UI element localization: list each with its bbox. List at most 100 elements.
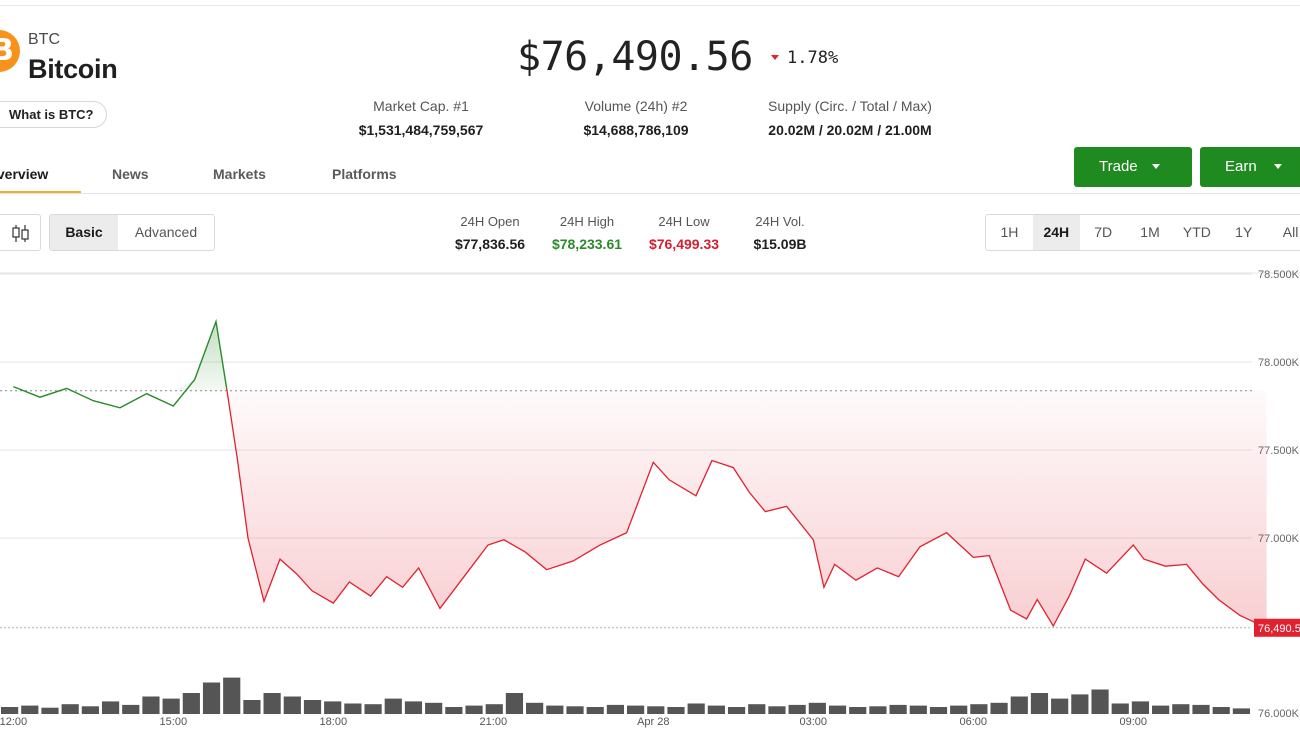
- range-24h-button[interactable]: 24H: [1032, 215, 1080, 250]
- volume-bar: [546, 705, 564, 714]
- volume-bar: [849, 707, 867, 714]
- coin-name: Bitcoin: [28, 54, 118, 84]
- supply-label: Supply (Circ. / Total / Max): [768, 98, 932, 114]
- volume-bar: [1071, 694, 1089, 714]
- chart-mode-toggle: Basic Advanced: [49, 214, 215, 251]
- volume-bar: [81, 706, 99, 714]
- volume-bar: [162, 698, 180, 714]
- volume-bar: [1091, 689, 1109, 714]
- coin-symbol: BTC: [28, 31, 60, 48]
- caret-down-icon: [1152, 164, 1160, 169]
- y-tick-label: 76.000K: [1258, 708, 1300, 720]
- trade-button-label: Trade: [1099, 158, 1138, 175]
- volume-bar: [425, 702, 443, 714]
- volume-bar: [61, 704, 79, 714]
- x-tick-label: 12:00: [0, 716, 27, 728]
- volume-bar: [404, 701, 423, 714]
- range-7d-button[interactable]: 7D: [1094, 224, 1113, 240]
- advanced-mode-button[interactable]: Advanced: [134, 224, 198, 240]
- range-all-button[interactable]: All: [1282, 224, 1299, 240]
- high-24h-stat: 24H High $78,233.61: [541, 214, 633, 252]
- tab-news[interactable]: News: [112, 166, 149, 182]
- volume-value: $14,688,786,109: [583, 122, 689, 138]
- caret-down-icon: [1274, 164, 1282, 169]
- tab-platforms[interactable]: Platforms: [332, 166, 397, 182]
- volume-bar: [202, 682, 221, 714]
- y-tick-label: 78.500K: [1258, 269, 1300, 281]
- volume-bar: [445, 707, 463, 714]
- x-tick-label: 21:00: [480, 716, 508, 728]
- volume-bar: [1010, 696, 1028, 714]
- x-tick-label: 09:00: [1119, 716, 1147, 728]
- market-cap-label: Market Cap. #1: [373, 98, 469, 114]
- x-tick-label: 18:00: [320, 716, 348, 728]
- volume-bar: [263, 693, 281, 714]
- volume-bar: [990, 702, 1008, 714]
- supply-stat: Supply (Circ. / Total / Max) 20.02M / 20…: [752, 98, 948, 138]
- volume-bar: [667, 707, 685, 714]
- price-change-percent: 1.78%: [787, 48, 839, 68]
- volume-bar: [101, 701, 120, 714]
- earn-button[interactable]: Earn: [1200, 147, 1300, 187]
- volume-bar: [1192, 704, 1210, 714]
- volume-bar: [828, 705, 847, 714]
- price-chart-svg: 78.500K 78.000K 77.500K 77.000K 76.000K 76,49…: [0, 269, 1300, 728]
- open-24h-label: 24H Open: [460, 214, 520, 229]
- price-line-down-segment: [226, 388, 1267, 629]
- y-tick-label: 77.500K: [1258, 445, 1300, 457]
- volume-bar: [485, 704, 503, 714]
- range-1m-button[interactable]: 1M: [1140, 224, 1160, 240]
- volume-stat: Volume (24h) #2 $14,688,786,109: [573, 98, 699, 138]
- volume-bar: [869, 706, 887, 714]
- volume-bar: [1131, 701, 1150, 714]
- volume-bar: [727, 707, 746, 714]
- high-24h-label: 24H High: [559, 214, 615, 229]
- volume-bar: [788, 704, 806, 714]
- top-divider: [0, 5, 1300, 6]
- price-down-arrow-icon: [771, 55, 779, 60]
- trade-button[interactable]: Trade: [1074, 147, 1192, 187]
- tabs-divider: [0, 193, 1300, 194]
- volume-bar: [566, 706, 584, 714]
- volume-bar: [647, 706, 665, 714]
- volume-bar: [465, 705, 483, 714]
- price-chart[interactable]: 78.500K 78.000K 77.500K 77.000K 76.000K 76,49…: [0, 262, 1300, 731]
- high-24h-value: $78,233.61: [551, 236, 623, 252]
- earn-button-label: Earn: [1225, 158, 1257, 175]
- range-1h-button[interactable]: 1H: [1000, 224, 1019, 240]
- current-price: $76,490.56: [517, 34, 753, 80]
- volume-bar: [21, 705, 39, 714]
- volume-bar: [909, 705, 927, 714]
- volume-bar: [142, 696, 160, 714]
- price-area-below-open: [226, 388, 1267, 628]
- market-cap-value: $1,531,484,759,567: [358, 122, 484, 138]
- price-line-up-segment: [13, 318, 228, 409]
- tab-overview[interactable]: Overview: [0, 166, 49, 182]
- current-price-tag-label: 76,490.56: [1258, 623, 1300, 635]
- volume-bar: [606, 704, 624, 714]
- supply-value: 20.02M / 20.02M / 21.00M: [768, 122, 932, 138]
- time-range-selector: 1H 24H 7D 1M YTD 1Y All: [985, 214, 1300, 251]
- volume-bar: [223, 677, 241, 714]
- volume-bar: [41, 707, 59, 714]
- price-area-above-open: [173, 321, 227, 391]
- volume-bar: [384, 698, 402, 714]
- volume-bar: [687, 703, 705, 714]
- tab-markets[interactable]: Markets: [213, 166, 266, 182]
- volume-bar: [808, 702, 826, 714]
- what-is-btc-button[interactable]: What is BTC?: [0, 101, 107, 128]
- volume-bar: [950, 705, 968, 714]
- range-ytd-button[interactable]: YTD: [1182, 224, 1211, 240]
- current-price-tag: [1254, 618, 1300, 637]
- basic-mode-button[interactable]: Basic: [50, 215, 118, 250]
- volume-bar: [344, 703, 362, 714]
- range-1y-button[interactable]: 1Y: [1235, 224, 1253, 240]
- candlestick-toggle-button[interactable]: [0, 214, 41, 251]
- volume-bar: [768, 706, 786, 714]
- volume-bar: [1232, 708, 1250, 714]
- volume-bar: [627, 705, 645, 714]
- volume-bar: [182, 693, 200, 714]
- volume-bar: [586, 707, 604, 714]
- volume-bar: [929, 707, 948, 714]
- open-24h-value: $77,836.56: [454, 236, 526, 252]
